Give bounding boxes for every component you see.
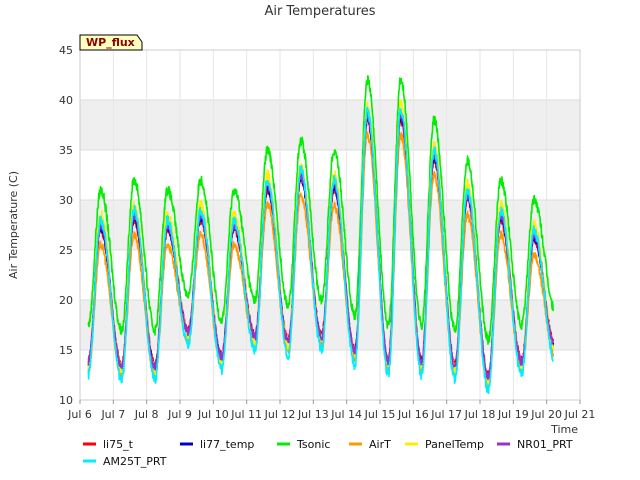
x-axis-label: Time [550,423,578,436]
x-tick-label: Jul 6 [67,408,92,421]
legend-label: li77_temp [200,438,254,451]
axes: 10 15 20 25 30 35 40 45 Jul 6 Jul 7 Jul 8 Jul 9 Jul … [59,44,595,421]
y-tick-label: 40 [59,94,73,107]
x-tick-label: Jul 7 [100,408,125,421]
x-tick-label: Jul 16 [397,408,429,421]
grid-band [80,300,580,350]
x-tick-label: Jul 17 [430,408,462,421]
x-tick-label: Jul 20 [530,408,562,421]
y-tick-label: 25 [59,244,73,257]
legend-label: Tsonic [296,438,330,451]
x-tick-label: Jul 9 [167,408,192,421]
x-tick-label: Jul 10 [197,408,229,421]
y-tick-label: 35 [59,144,73,157]
x-tick-label: Jul 18 [464,408,496,421]
badge-label: WP_flux [86,36,135,49]
legend: li75_t li77_temp Tsonic AirT PanelTemp NR01_P… [83,438,573,468]
y-tick-label: 10 [59,394,73,407]
x-tick-label: Jul 11 [230,408,262,421]
series-line-tsonic [87,75,555,345]
x-tick-label: Jul 12 [264,408,296,421]
series-layer [87,75,555,394]
x-tick-label: Jul 13 [297,408,329,421]
y-tick-label: 15 [59,344,73,357]
x-tick-label: Jul 8 [134,408,159,421]
y-tick-label: 20 [59,294,73,307]
x-tick-label: Jul 21 [564,408,596,421]
legend-label: NR01_PRT [517,438,573,451]
legend-label: AirT [369,438,391,451]
legend-label: PanelTemp [425,438,484,451]
plot-frame [79,49,581,401]
x-tick-label: Jul 15 [364,408,396,421]
series-line-am25t-prt [87,106,554,394]
grid-band [80,100,580,150]
y-axis-label: Air Temperature (C) [7,171,20,279]
legend-label: li75_t [103,438,134,451]
x-tick-label: Jul 14 [330,408,362,421]
chart-title: Air Temperatures [264,4,375,19]
y-tick-label: 45 [59,44,73,57]
y-tick-label: 30 [59,194,73,207]
x-tick-label: Jul 19 [497,408,529,421]
legend-label: AM25T_PRT [103,455,167,468]
badge: WP_flux [79,34,143,51]
